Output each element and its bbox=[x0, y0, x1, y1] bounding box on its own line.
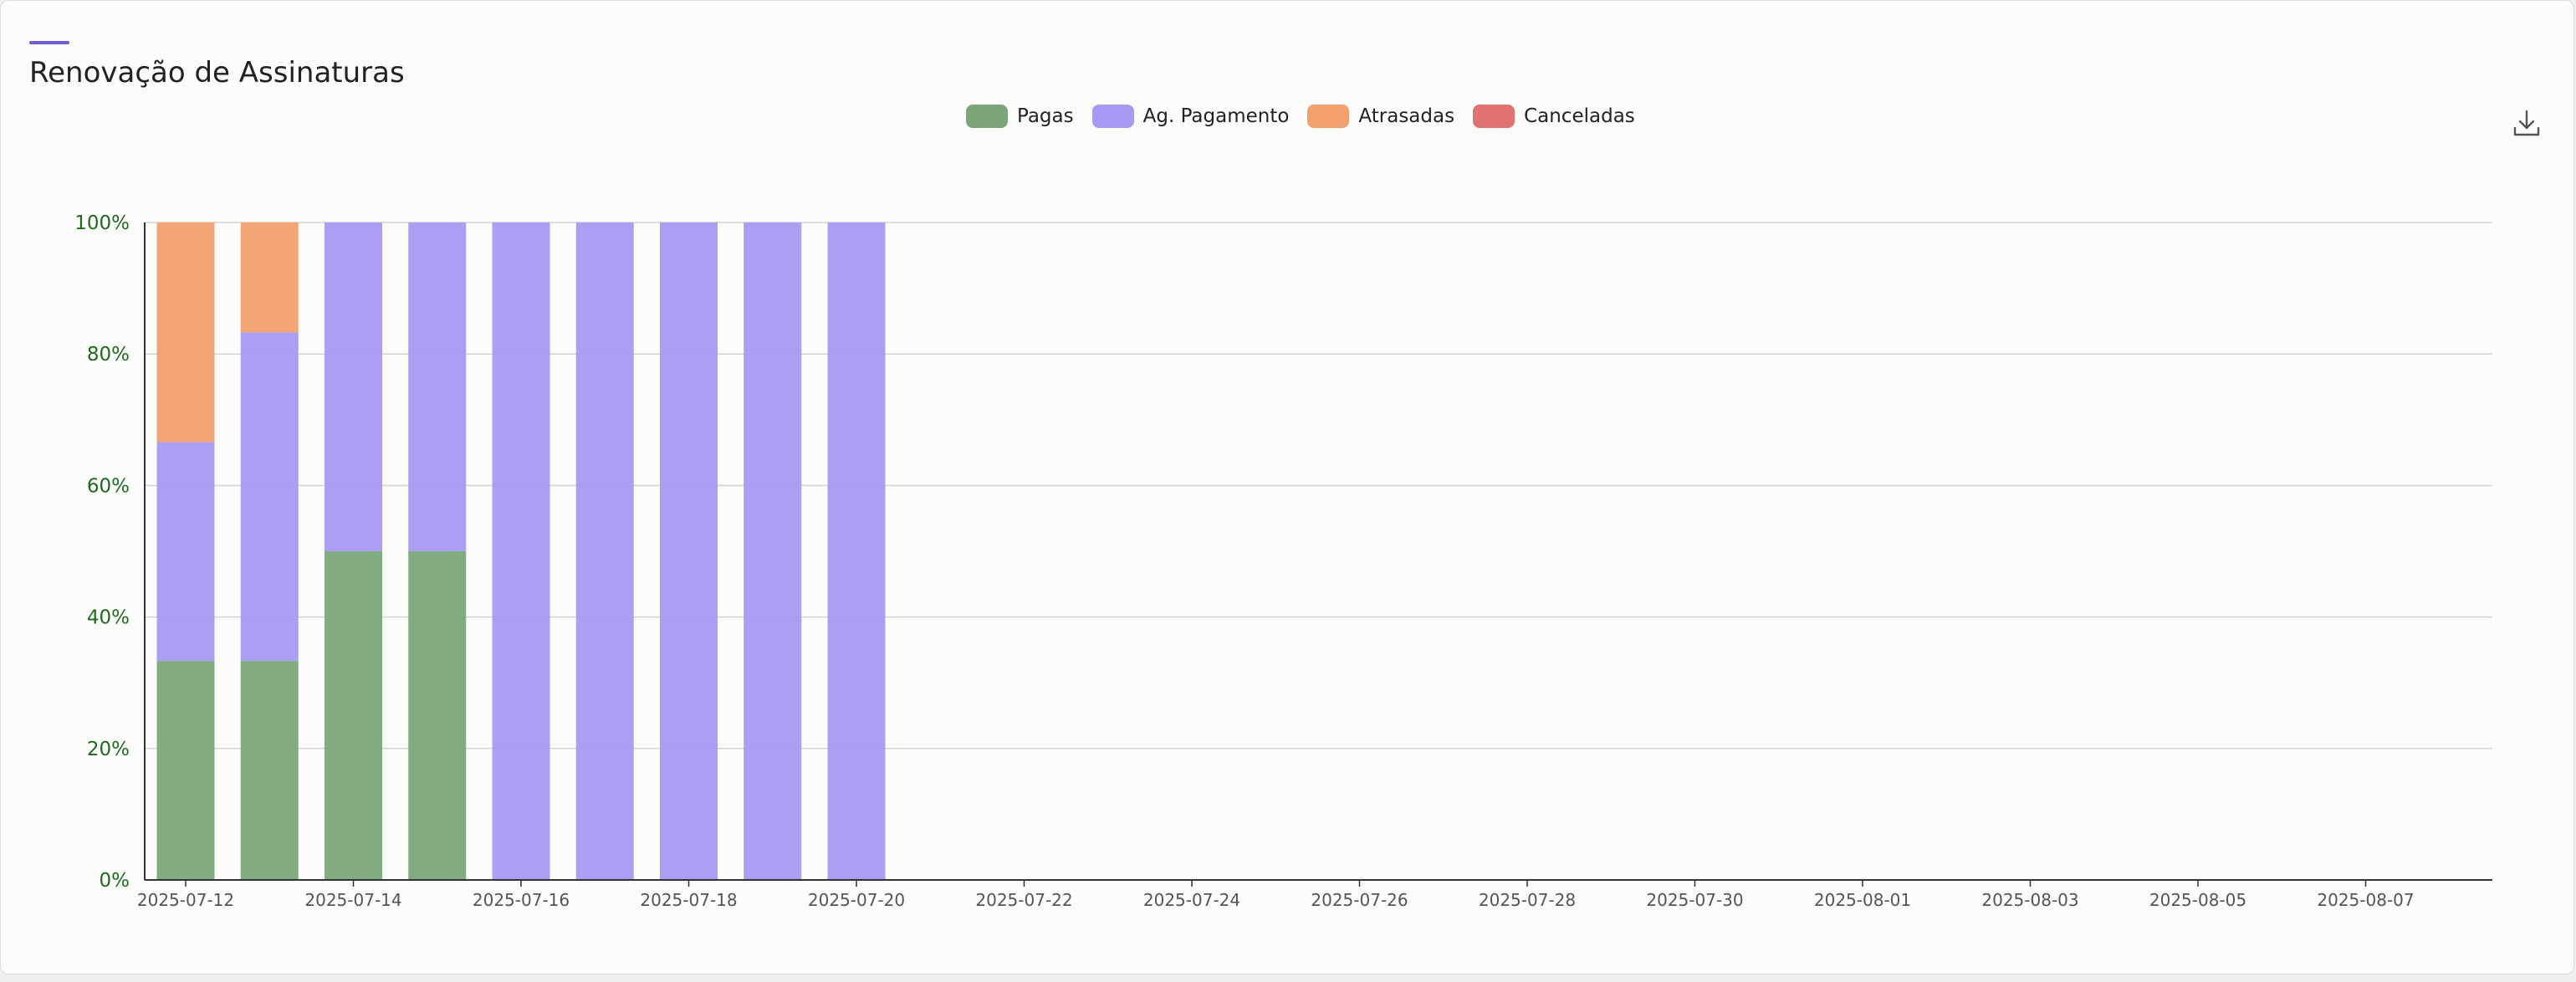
bar-segment-pagas bbox=[240, 661, 299, 880]
x-tick-label: 2025-07-16 bbox=[473, 890, 570, 910]
x-tick-label: 2025-08-05 bbox=[2149, 890, 2246, 910]
legend-swatch-canceladas bbox=[1473, 105, 1515, 128]
bar-segment-pagas bbox=[156, 661, 215, 880]
y-tick-label: 60% bbox=[87, 475, 130, 497]
bar-segment-ag-pagamento bbox=[660, 222, 718, 880]
chart-title: Renovação de Assinaturas bbox=[29, 56, 405, 90]
legend-label-pagas: Pagas bbox=[1017, 105, 1074, 127]
bar-segment-pagas bbox=[408, 551, 467, 880]
legend-item-atrasadas[interactable]: Atrasadas bbox=[1307, 105, 1454, 128]
legend-swatch-pagas bbox=[966, 105, 1008, 128]
legend-swatch-atrasadas bbox=[1307, 105, 1350, 128]
chart-legend: Pagas Ag. Pagamento Atrasadas Canceladas bbox=[966, 105, 1635, 128]
y-tick-label: 20% bbox=[87, 739, 130, 760]
bar-segment-ag-pagamento bbox=[325, 222, 382, 551]
x-tick-label: 2025-07-26 bbox=[1311, 890, 1408, 910]
legend-label-canceladas: Canceladas bbox=[1524, 105, 1635, 127]
bar-segment-ag-pagamento bbox=[492, 222, 550, 880]
bar-segment-ag-pagamento bbox=[575, 222, 634, 880]
download-icon bbox=[2513, 110, 2540, 136]
x-tick-label: 2025-08-03 bbox=[1981, 890, 2078, 910]
bar-segment-pagas bbox=[325, 551, 382, 880]
x-tick-label: 2025-07-20 bbox=[808, 890, 905, 910]
y-tick-label: 0% bbox=[100, 870, 130, 892]
x-tick-label: 2025-07-22 bbox=[975, 890, 1072, 910]
legend-item-canceladas[interactable]: Canceladas bbox=[1473, 105, 1635, 128]
bar-segment-ag-pagamento bbox=[240, 332, 299, 662]
y-tick-label: 100% bbox=[74, 212, 130, 234]
title-accent-bar bbox=[29, 41, 69, 44]
bar-segment-ag-pagamento bbox=[827, 222, 886, 880]
bar-segment-ag-pagamento bbox=[408, 222, 467, 551]
x-tick-label: 2025-07-30 bbox=[1646, 890, 1743, 910]
x-tick-label: 2025-07-28 bbox=[1479, 890, 1576, 910]
legend-swatch-ag-pagamento bbox=[1091, 105, 1134, 128]
download-button[interactable] bbox=[2510, 106, 2543, 140]
y-tick-label: 80% bbox=[87, 344, 130, 366]
bar-segment-atrasadas bbox=[156, 222, 215, 442]
x-tick-label: 2025-07-24 bbox=[1143, 890, 1240, 910]
x-tick-label: 2025-07-14 bbox=[304, 890, 401, 910]
x-tick-label: 2025-07-12 bbox=[137, 890, 234, 910]
bar-segment-ag-pagamento bbox=[744, 222, 802, 880]
legend-item-ag-pagamento[interactable]: Ag. Pagamento bbox=[1091, 105, 1290, 128]
bar-segment-ag-pagamento bbox=[156, 442, 215, 662]
bar-segment-atrasadas bbox=[240, 222, 299, 333]
x-tick-label: 2025-08-01 bbox=[1814, 890, 1911, 910]
y-tick-label: 40% bbox=[87, 607, 130, 629]
x-tick-label: 2025-08-07 bbox=[2317, 890, 2414, 910]
legend-label-atrasadas: Atrasadas bbox=[1358, 105, 1455, 127]
x-tick-label: 2025-07-18 bbox=[640, 890, 737, 910]
legend-label-ag-pagamento: Ag. Pagamento bbox=[1142, 105, 1290, 127]
legend-item-pagas[interactable]: Pagas bbox=[966, 105, 1074, 128]
